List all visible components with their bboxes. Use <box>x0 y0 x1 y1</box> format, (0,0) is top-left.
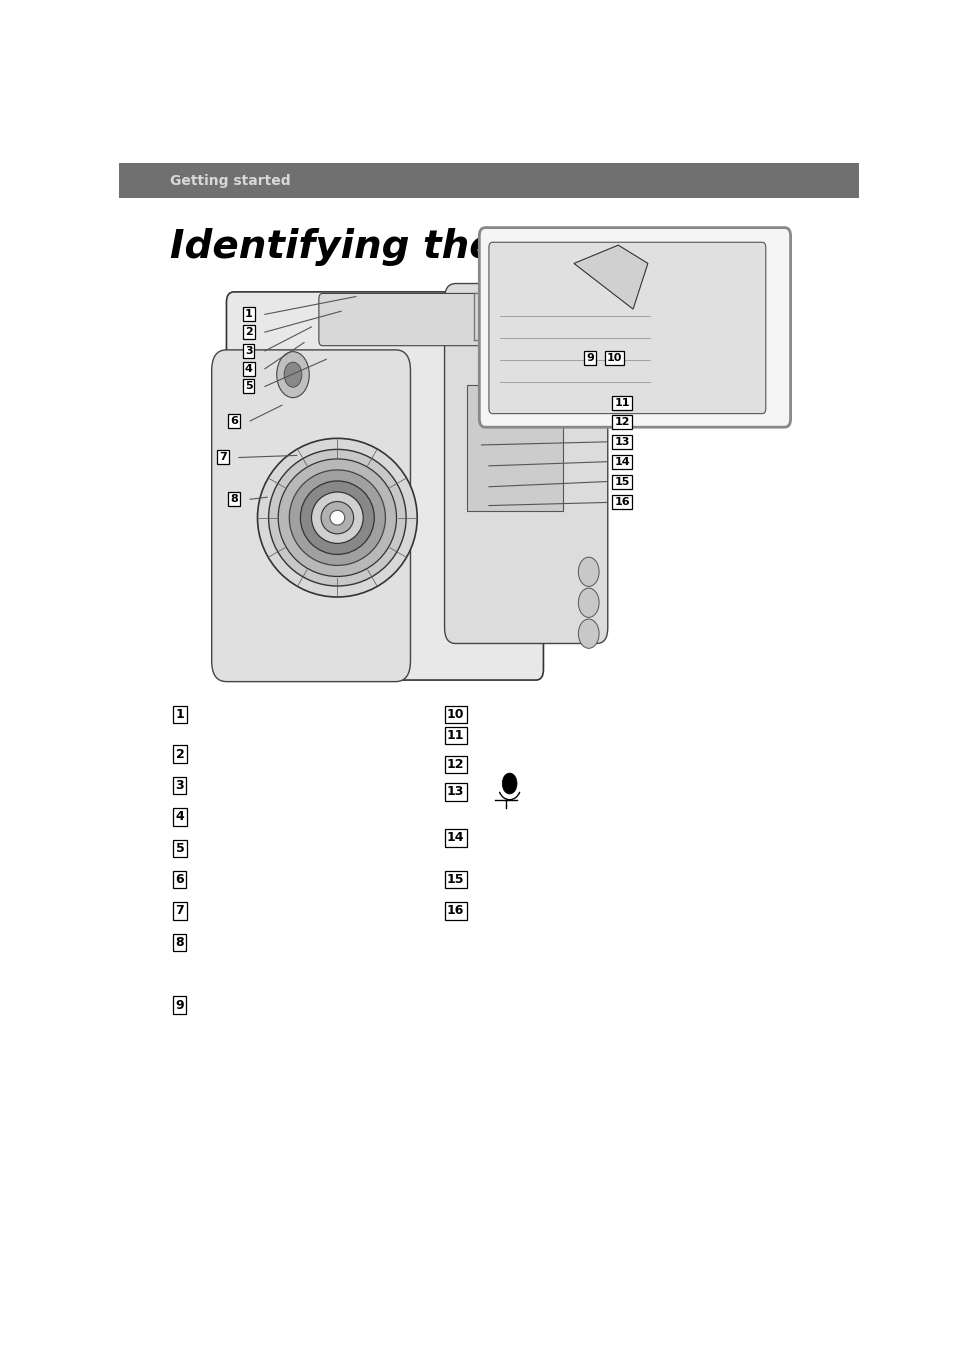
FancyBboxPatch shape <box>444 284 607 643</box>
FancyBboxPatch shape <box>318 293 487 346</box>
Ellipse shape <box>257 438 416 597</box>
Text: 1: 1 <box>175 708 184 721</box>
Text: 11: 11 <box>614 398 629 408</box>
Text: 1: 1 <box>245 309 253 319</box>
Text: 13: 13 <box>447 786 464 798</box>
Text: 15: 15 <box>446 873 464 886</box>
Circle shape <box>501 773 517 794</box>
Text: 16: 16 <box>447 905 464 917</box>
Text: 13: 13 <box>614 437 629 446</box>
Text: 4: 4 <box>244 364 253 373</box>
Text: 5: 5 <box>245 381 253 391</box>
Text: 4: 4 <box>175 810 184 824</box>
FancyBboxPatch shape <box>119 163 858 198</box>
Text: 12: 12 <box>614 417 629 427</box>
FancyBboxPatch shape <box>478 228 790 427</box>
FancyBboxPatch shape <box>212 350 410 681</box>
Text: 3: 3 <box>175 779 184 792</box>
Text: 8: 8 <box>175 936 184 949</box>
Ellipse shape <box>269 449 406 586</box>
Text: 10: 10 <box>606 353 621 364</box>
Text: 3: 3 <box>245 346 253 356</box>
Text: 2: 2 <box>175 748 184 761</box>
Text: 12: 12 <box>446 759 464 771</box>
FancyBboxPatch shape <box>226 292 543 680</box>
Ellipse shape <box>300 480 374 555</box>
Text: 9: 9 <box>586 353 594 364</box>
Text: 16: 16 <box>614 498 629 508</box>
Text: 6: 6 <box>230 417 237 426</box>
Text: 10: 10 <box>446 708 464 721</box>
Circle shape <box>578 588 598 617</box>
Text: 6: 6 <box>175 873 184 886</box>
Circle shape <box>284 362 301 387</box>
FancyBboxPatch shape <box>488 243 765 414</box>
Text: 5: 5 <box>175 841 184 855</box>
Ellipse shape <box>321 502 354 533</box>
Polygon shape <box>574 246 647 309</box>
Text: Getting started: Getting started <box>170 174 290 187</box>
Text: 2: 2 <box>245 327 253 337</box>
Ellipse shape <box>311 493 363 543</box>
Circle shape <box>276 351 309 398</box>
Text: 8: 8 <box>230 494 237 505</box>
Text: 7: 7 <box>175 905 184 917</box>
Text: 15: 15 <box>614 476 629 487</box>
Text: 7: 7 <box>218 452 227 463</box>
Text: 9: 9 <box>175 999 184 1011</box>
Circle shape <box>578 619 598 649</box>
Text: 14: 14 <box>446 832 464 844</box>
Text: 11: 11 <box>446 729 464 742</box>
Ellipse shape <box>330 510 344 525</box>
FancyBboxPatch shape <box>466 385 562 512</box>
Circle shape <box>578 558 598 586</box>
Text: 14: 14 <box>614 457 629 467</box>
Text: Identifying the parts: Identifying the parts <box>170 228 623 266</box>
Ellipse shape <box>278 459 396 577</box>
Ellipse shape <box>289 470 385 566</box>
